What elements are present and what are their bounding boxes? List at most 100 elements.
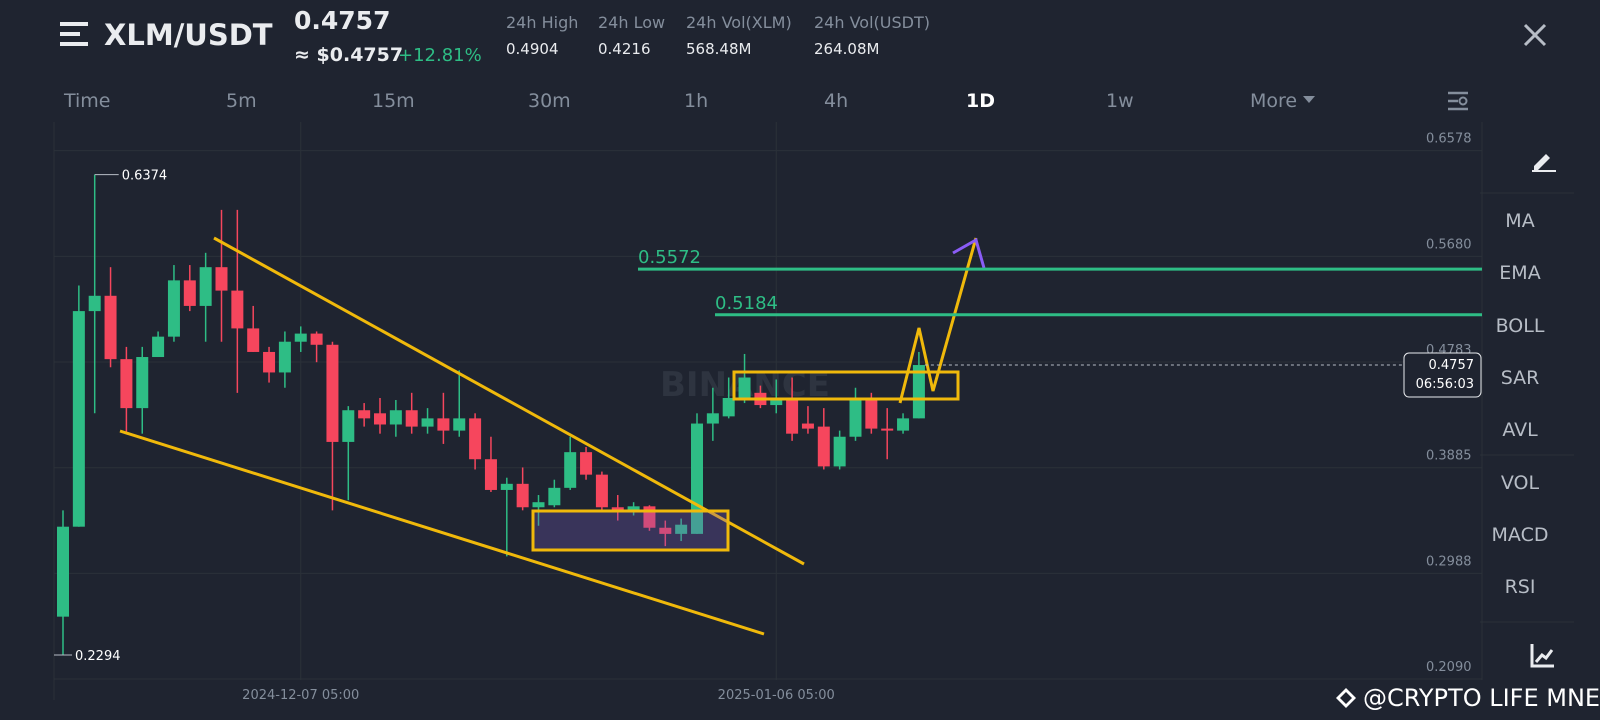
candle-body [897, 418, 910, 431]
candle-body [358, 410, 371, 419]
candle-body [564, 452, 577, 488]
interval-tab[interactable]: 1h [684, 90, 709, 112]
stat-value: 0.4904 [506, 40, 559, 58]
x-tick-label: 2024-12-07 05:00 [242, 688, 359, 703]
y-tick-label: 0.2988 [1426, 554, 1472, 569]
candle-body [120, 359, 133, 409]
indicator-button[interactable]: SAR [1500, 366, 1540, 389]
trend-line [119, 429, 765, 636]
candle-body [215, 267, 228, 291]
candle-body [801, 423, 814, 429]
indicator-button[interactable]: RSI [1504, 576, 1536, 599]
stat-label: 24h Vol(XLM) [686, 13, 792, 32]
candle-body [152, 336, 165, 358]
candle-body [516, 483, 529, 508]
candle-body [722, 397, 735, 417]
x-tick-label: 2025-01-06 05:00 [718, 688, 835, 703]
last-price: 0.4757 [294, 6, 391, 35]
candle-body [484, 459, 497, 490]
indicator-button[interactable]: EMA [1499, 262, 1541, 285]
usd-price: ≈ $0.4757 [294, 44, 404, 66]
candle-body [532, 502, 545, 508]
level-label: 0.5184 [715, 293, 778, 314]
stat-value: 264.08M [814, 40, 880, 58]
settings-icon[interactable] [1446, 90, 1470, 112]
price-box [1403, 352, 1482, 398]
indicator-button[interactable]: BOLL [1495, 314, 1545, 337]
candle-body [421, 418, 434, 427]
candle-body [326, 344, 339, 442]
zone-box [531, 509, 730, 552]
indicator-button[interactable]: MACD [1491, 523, 1549, 546]
price-label: 0.4757 [1429, 358, 1475, 373]
level-label: 0.5572 [638, 247, 701, 268]
y-tick-label: 0.5680 [1426, 237, 1472, 252]
high-label: 0.6374 [122, 169, 168, 184]
interval-tab[interactable]: 1w [1106, 90, 1134, 112]
candle-body [833, 436, 846, 467]
stat-label: 24h High [506, 13, 579, 32]
candle-body [437, 418, 450, 431]
interval-tab[interactable]: 15m [372, 90, 415, 112]
y-tick-label: 0.3885 [1426, 449, 1472, 464]
price-change: +12.81% [398, 45, 482, 66]
countdown: 06:56:03 [1416, 377, 1474, 392]
candle-body [580, 452, 593, 475]
watermark-logo [1336, 688, 1356, 708]
low-label: 0.2294 [75, 649, 121, 664]
projection-path [898, 237, 978, 404]
indicator-button[interactable]: VOL [1500, 471, 1540, 494]
candle-body [136, 357, 149, 409]
indicator-button[interactable]: AVL [1502, 419, 1538, 442]
candle-body [786, 397, 799, 434]
candle-body [849, 399, 862, 437]
interval-tab[interactable]: More [1250, 90, 1316, 112]
drawings [119, 236, 978, 636]
candle-body [611, 507, 624, 511]
interval-tab[interactable]: 1D [966, 90, 995, 112]
candle-body [405, 410, 418, 427]
zone-box [732, 370, 960, 401]
indicator-button[interactable]: MA [1505, 210, 1535, 232]
candle-body [72, 311, 85, 527]
stat-label: 24h Low [598, 13, 666, 32]
chart-type-icon[interactable] [1530, 642, 1556, 668]
candle-body [231, 290, 244, 329]
candle-body [738, 377, 751, 398]
interval-tab[interactable]: 4h [824, 90, 849, 112]
candle-body [548, 487, 561, 506]
stat-label: 24h Vol(USDT) [814, 13, 930, 32]
close-button[interactable] [1522, 22, 1548, 48]
interval-tab[interactable]: 30m [528, 90, 571, 112]
candle-body [453, 418, 466, 431]
candle-body [469, 418, 482, 460]
candle-body [675, 524, 688, 534]
stat-value: 0.4216 [598, 40, 651, 58]
candle-body [865, 399, 878, 429]
stat-value: 568.48M [686, 40, 752, 58]
interval-tab[interactable]: Time [64, 90, 111, 112]
dropdown-arrow [1303, 96, 1316, 109]
watermark: @CRYPTO LIFE MNE [1363, 684, 1600, 712]
candle-body [57, 526, 69, 617]
y-tick-label: 0.2090 [1426, 660, 1472, 675]
candle-body [199, 267, 212, 306]
candle-body [627, 506, 640, 511]
interval-tab[interactable]: 5m [226, 90, 257, 112]
menu-icon[interactable] [60, 20, 90, 48]
candle-body [817, 426, 830, 467]
candle-body [183, 280, 196, 306]
candle-body [706, 413, 719, 424]
candle-body [247, 328, 260, 352]
candle-body [374, 413, 386, 425]
candle-body [770, 397, 783, 406]
candle-body [881, 428, 894, 431]
candle-body [310, 333, 323, 345]
candle-body [104, 295, 117, 360]
candle-body [342, 410, 355, 442]
y-tick-label: 0.6578 [1426, 132, 1472, 147]
pair-name[interactable]: XLM/USDT [104, 18, 273, 52]
candle-body [294, 333, 307, 342]
draw-tool[interactable] [1530, 146, 1556, 172]
